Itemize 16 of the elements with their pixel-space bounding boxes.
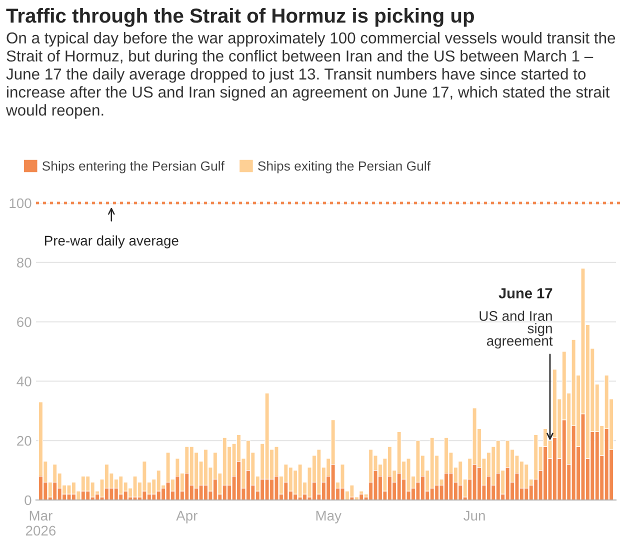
- y-tick-label: 20: [17, 436, 32, 446]
- y-tick-label: 60: [17, 317, 32, 327]
- x-tick-label: May: [316, 510, 342, 524]
- legend-label: Ships exiting the Persian Gulf: [258, 161, 431, 174]
- y-tick-label: 0: [24, 495, 32, 506]
- chart-subtitle: On a typical day before the war approximately 100 commercial vessels would transit the Strait of Hormuz, but during the conflict between Iran and the US between March 1 – June 17 the daily average dropped to just 13. Transit numbers have since started to increase after the US and Iran signed an agreement on June 17, which stated the strait would reopen.: [6, 32, 616, 119]
- y-tick-label: 40: [16, 376, 32, 386]
- x-tick-label: Jun: [464, 510, 485, 521]
- x-tick-label: Apr: [176, 510, 198, 524]
- ref-line-label: Pre-war daily average: [45, 235, 178, 248]
- y-tick-label: 80: [16, 258, 32, 268]
- annotation: June 17 US and Iran sign agreement: [480, 288, 553, 349]
- x-tick-label: Mar 2026: [26, 510, 56, 536]
- y-tick-label: 100: [10, 198, 32, 208]
- chart-title: Traffic through the Strait of Hormuz is picking up: [6, 8, 474, 27]
- legend-label: Ships entering the Persian Gulf: [42, 161, 224, 174]
